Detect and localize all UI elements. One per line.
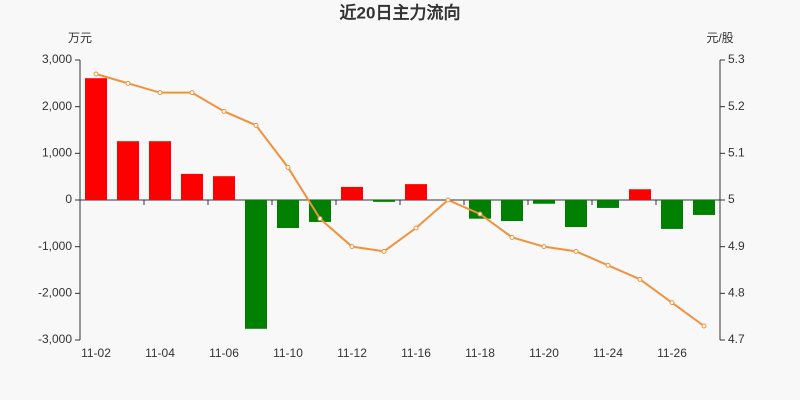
price-point [93, 71, 99, 77]
price-point [221, 108, 227, 114]
price-point [509, 234, 515, 240]
price-point [157, 90, 163, 96]
bar [661, 200, 683, 229]
y2-tick-label: 5.2 [728, 99, 745, 113]
y-tick-label: -2,000 [38, 286, 72, 300]
price-point [381, 248, 387, 254]
bar [533, 200, 555, 204]
bar [629, 189, 651, 200]
price-point [317, 216, 323, 222]
y2-tick-label: 4.7 [728, 332, 745, 346]
price-point [253, 122, 259, 128]
y-tick-label: -1,000 [38, 239, 72, 253]
bar [501, 200, 523, 221]
price-point [349, 244, 355, 250]
bar [341, 186, 363, 200]
x-tick-label: 11-26 [657, 346, 687, 360]
bar [565, 200, 587, 228]
y-unit: 万元 [68, 31, 92, 45]
y2-tick-label: 5.1 [728, 146, 745, 160]
x-tick-label: 11-20 [529, 346, 559, 360]
price-point [605, 262, 611, 268]
bar [405, 184, 427, 200]
price-point [445, 197, 451, 203]
price-point [477, 211, 483, 217]
bar [373, 200, 395, 202]
x-tick-label: 11-04 [145, 346, 175, 360]
y-tick-label: -3,000 [38, 332, 72, 346]
bar [597, 200, 619, 208]
x-tick-label: 11-12 [337, 346, 367, 360]
x-tick-label: 11-02 [81, 346, 111, 360]
bar [149, 141, 171, 200]
bar [469, 200, 491, 219]
y-tick-label: 3,000 [42, 52, 72, 66]
bar [309, 200, 331, 222]
y-tick-label: 1,000 [42, 146, 72, 160]
price-point [669, 300, 675, 306]
x-tick-label: 11-10 [273, 346, 303, 360]
price-point [285, 164, 291, 170]
y2-tick-label: 4.8 [728, 286, 745, 300]
price-point [541, 244, 547, 250]
price-point [125, 80, 131, 86]
y-tick-label: 0 [65, 192, 72, 206]
x-tick-label: 11-16 [401, 346, 431, 360]
y-tick-label: 2,000 [42, 99, 72, 113]
y2-tick-label: 5.3 [728, 52, 745, 66]
price-point [701, 323, 707, 329]
x-tick-label: 11-24 [593, 346, 623, 360]
price-line [95, 73, 705, 327]
price-point [637, 276, 643, 282]
bar [117, 141, 139, 200]
price-point [189, 90, 195, 96]
x-tick-label: 11-06 [209, 346, 239, 360]
y2-tick-label: 5 [728, 192, 735, 206]
price-point [413, 225, 419, 231]
bar [277, 200, 299, 228]
x-tick-label: 11-18 [465, 346, 495, 360]
bar [181, 173, 203, 200]
bar [693, 200, 715, 215]
y2-unit: 元/股 [706, 31, 733, 45]
y2-tick-label: 4.9 [728, 239, 745, 253]
chart-title: 近20日主力流向 [340, 2, 461, 22]
bar [85, 78, 107, 200]
bar [245, 200, 267, 329]
price-point [573, 248, 579, 254]
bar [213, 176, 235, 200]
